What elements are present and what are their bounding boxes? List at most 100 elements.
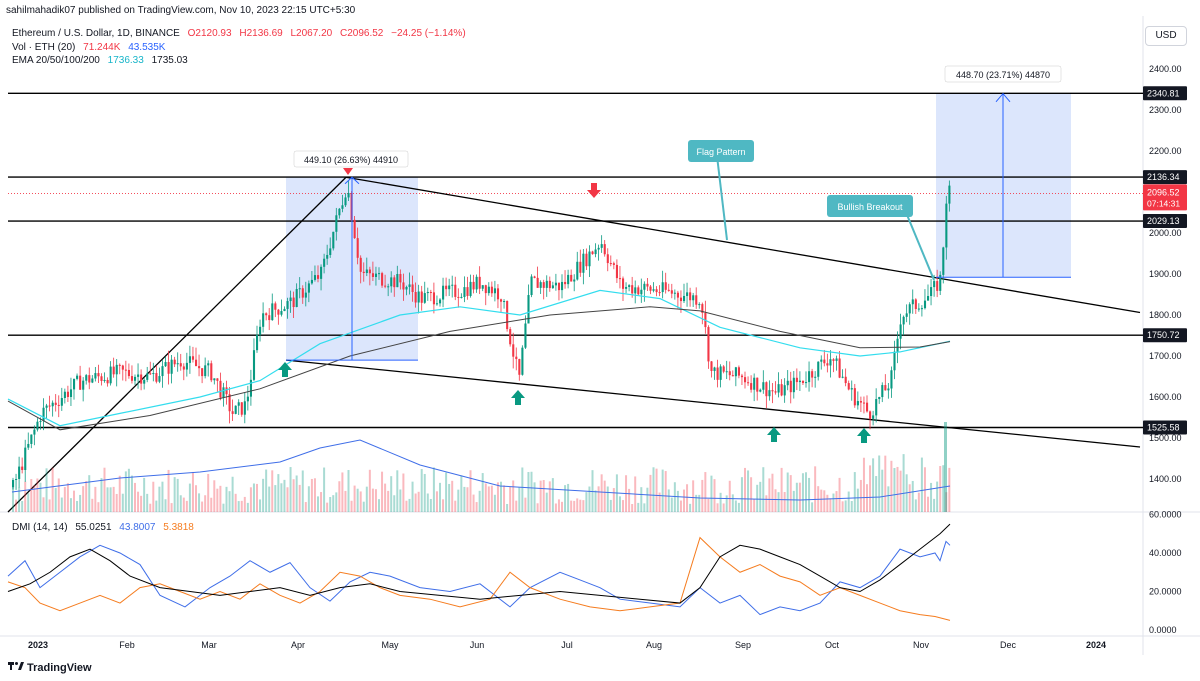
volume-bar [667,489,670,512]
candle [463,287,466,297]
candle [112,366,115,375]
volume-bar [353,485,356,512]
volume-bar [103,467,106,512]
volume-bar [283,479,286,512]
candle [936,281,939,291]
measure-label-november: 448.70 (23.71%) 44870 [956,70,1050,80]
volume-bar [493,494,496,512]
candle [850,388,853,390]
volume-bar [762,467,765,512]
volume-bar [414,493,417,512]
flag-callout-pointer [716,155,728,241]
volume-bar [945,492,948,512]
candle [442,285,445,300]
volume-bar [396,470,399,512]
volume-bar [426,493,429,512]
candle [530,276,533,296]
volume-bar [487,486,490,512]
symbol-title[interactable]: Ethereum / U.S. Dollar, 1D, BINANCE [12,28,180,39]
volume-bar [475,502,478,512]
flag-callout-text: Flag Pattern [696,147,745,157]
volume-bar [847,491,850,512]
volume-bar [106,487,109,512]
candle [344,197,347,206]
candle [51,402,54,407]
volume-bar [768,478,771,512]
volume-bar [948,467,951,512]
candle [210,363,213,381]
candle [121,365,124,370]
tradingview-footer[interactable]: TradingView [8,661,92,674]
volume-bar [73,490,75,512]
volume-bar [39,482,42,512]
candle [756,377,759,392]
candle [179,363,182,367]
candle [256,334,259,351]
volume-bar [417,491,420,512]
breakout-callout-text: Bullish Breakout [837,202,903,212]
volume-bar [338,481,341,512]
volume-bar [27,493,30,512]
candle [561,281,564,291]
candle [335,215,338,232]
candle [396,274,399,288]
volume-bar [402,473,405,512]
volume-bar [347,470,350,512]
volume-bar [79,494,82,512]
candle [658,292,661,294]
level-badge [1143,420,1187,435]
dmi-tick-label: 0.0000 [1149,625,1177,635]
level-badge [1143,328,1187,343]
bounce-arrow-june [511,390,525,405]
candle [323,258,326,267]
candle [615,264,618,279]
candle [661,282,664,293]
candle [27,443,30,448]
volume-bar [256,483,258,512]
open-value: O2120.93 [187,28,232,39]
measure-label-bg-november [944,65,1062,83]
volume-bar [862,457,865,512]
candle [701,304,704,313]
candle [908,304,911,314]
volume-bar [30,479,33,512]
candle [439,299,442,304]
candle [42,407,45,422]
volume-bar [371,488,374,512]
candle [554,282,557,286]
volume-bar [734,500,737,512]
candle [188,356,191,363]
candle [524,323,527,348]
volume-bar [219,485,222,512]
candle [472,281,475,290]
symbol-legend: Ethereum / U.S. Dollar, 1D, BINANCE O212… [12,28,471,39]
volume-value: 71.244K [83,42,121,53]
ema-legend[interactable]: EMA 20/50/100/200 1736.33 1735.03 [12,55,193,66]
candle [310,279,313,284]
volume-bar [917,492,920,512]
volume-bar [612,488,615,512]
candle [667,289,670,291]
volume-bar [252,483,255,512]
candle [91,378,94,383]
volume-bar [515,500,518,512]
dmi-legend[interactable]: DMI (14, 14) 55.0251 43.8007 5.3818 [12,522,199,533]
volume-bar [48,499,51,512]
volume-legend[interactable]: Vol · ETH (20) 71.244K 43.535K [12,42,170,53]
candle [600,244,603,248]
time-tick-label: Apr [291,640,305,650]
volume-bar [786,472,789,512]
candle [201,368,204,377]
currency-button[interactable]: USD [1145,26,1187,46]
candle [36,421,39,430]
candle [24,447,27,471]
volume-bar [442,499,445,512]
volume-bar [60,497,63,512]
volume-bar [695,494,698,512]
volume-bar [140,495,143,512]
volume-bar [582,500,585,512]
candle [445,285,448,290]
candle [722,366,725,372]
candle [118,364,121,366]
